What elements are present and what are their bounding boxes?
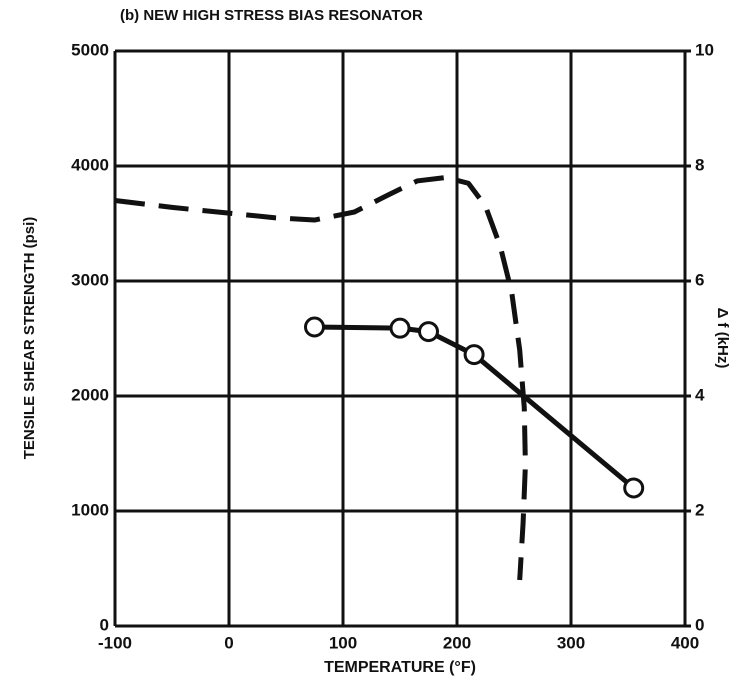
data-point — [418, 321, 439, 343]
y-tick-label: 2000 — [71, 385, 109, 404]
chart-title: (b) NEW HIGH STRESS BIAS RESONATOR — [120, 7, 423, 24]
y2-tick-label: 8 — [695, 155, 704, 174]
y-tick-label: 3000 — [71, 270, 109, 289]
y-axis-label: TENSILE SHEAR STRENGTH (psi) — [21, 217, 38, 460]
y2-tick-label: 2 — [695, 500, 704, 519]
x-tick-label: 100 — [329, 633, 357, 652]
series-line — [114, 175, 528, 581]
x-tick-label: 300 — [557, 633, 585, 652]
x-tick-label: -100 — [98, 633, 132, 652]
y2-tick-label: 4 — [695, 385, 705, 404]
y2-tick-label: 0 — [695, 615, 704, 634]
data-point — [304, 316, 325, 338]
x-axis-label: TEMPERATURE (°F) — [324, 659, 476, 676]
data-point — [623, 477, 645, 499]
x-tick-label: 400 — [671, 633, 699, 652]
data-point — [463, 344, 485, 366]
y2-axis-label: Δ f (kHz) — [714, 308, 731, 369]
y2-tick-label: 10 — [695, 40, 714, 59]
y-tick-label: 0 — [100, 615, 109, 634]
y-tick-label: 1000 — [71, 500, 109, 519]
data-point — [389, 317, 411, 339]
x-tick-label: 200 — [443, 633, 471, 652]
y2-tick-label: 6 — [695, 270, 704, 289]
x-tick-label: 0 — [224, 633, 233, 652]
y-tick-label: 5000 — [71, 40, 109, 59]
y-tick-label: 4000 — [71, 155, 109, 174]
